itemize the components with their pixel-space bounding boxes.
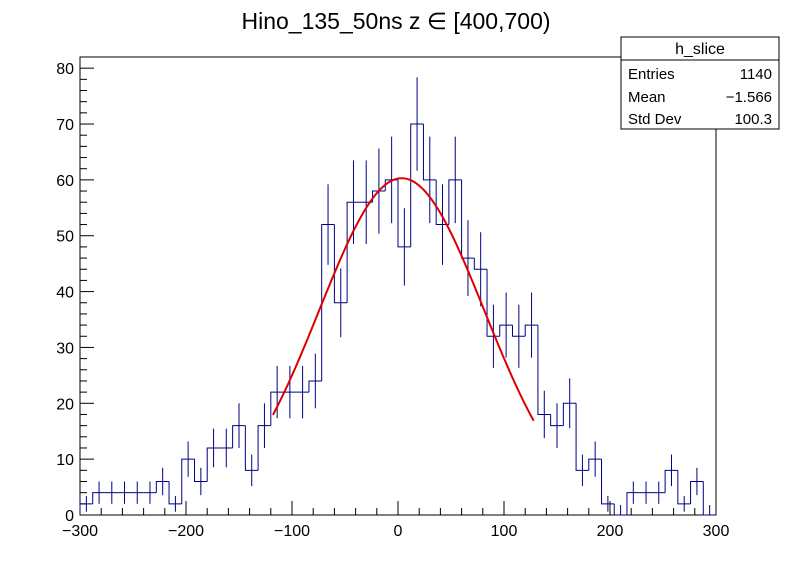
stats-box: h_slice Entries 1140 Mean −1.566 Std Dev… <box>620 36 780 130</box>
histogram-bin <box>257 425 271 471</box>
histogram-bin <box>270 391 284 426</box>
x-tick-label: 200 <box>597 523 624 540</box>
histogram-bin <box>435 179 449 226</box>
histogram-bin <box>346 201 360 303</box>
stats-stddev-value: 100.3 <box>734 111 772 128</box>
y-tick-label: 40 <box>56 285 74 302</box>
histogram-bin <box>193 459 208 482</box>
y-tick-label: 50 <box>56 229 74 246</box>
histogram-bin <box>308 380 322 393</box>
stats-mean-label: Mean <box>628 89 666 106</box>
histogram-bin <box>690 480 704 504</box>
x-axis: −300 −200 −100 0 100 200 300 <box>62 501 729 540</box>
stats-entries-value: 1140 <box>740 66 772 83</box>
error-bars <box>85 77 711 515</box>
histogram-bin <box>601 459 615 505</box>
stats-box-frame <box>620 36 780 130</box>
stats-entries-label: Entries <box>628 66 675 83</box>
y-tick-label: 0 <box>65 508 74 525</box>
x-tick-label: −300 <box>62 523 98 540</box>
histogram-bin <box>333 224 348 304</box>
histogram-bin <box>499 324 513 337</box>
histogram-bin <box>702 481 716 516</box>
histogram-bin <box>562 402 577 426</box>
histogram-bin <box>664 469 678 493</box>
histogram-bin <box>588 458 602 471</box>
x-tick-label: −200 <box>168 523 204 540</box>
histogram-bin <box>79 503 93 515</box>
x-tick-label: 100 <box>491 523 518 540</box>
histogram-bin <box>524 324 538 337</box>
histogram-bins <box>79 123 716 516</box>
histogram-bin <box>511 325 526 337</box>
histogram-bin <box>448 179 462 225</box>
histogram-bin <box>168 481 182 505</box>
histogram-bin <box>92 492 106 504</box>
y-tick-label: 70 <box>56 117 74 134</box>
x-tick-label: 0 <box>394 523 403 540</box>
histogram-bin <box>155 480 170 493</box>
histogram-bin <box>422 124 437 181</box>
y-tick-label: 10 <box>56 452 74 469</box>
y-axis: 0 10 20 30 40 50 60 70 80 <box>56 56 94 525</box>
histogram-bin <box>537 325 551 415</box>
x-tick-label: −100 <box>274 523 310 540</box>
stats-box-title: h_slice <box>675 41 725 58</box>
x-tick-label: 300 <box>703 523 730 540</box>
histogram-bin <box>181 458 195 504</box>
stats-mean-value: −1.566 <box>726 89 772 106</box>
histogram-bin <box>410 123 424 247</box>
y-tick-label: 80 <box>56 61 74 78</box>
histogram-bin <box>677 470 691 505</box>
y-tick-label: 60 <box>56 173 74 190</box>
histogram-bin <box>550 414 564 427</box>
histogram-bin <box>626 492 640 515</box>
histogram-bin <box>575 403 589 471</box>
histogram-bin <box>232 425 246 448</box>
histogram-bin <box>206 447 220 482</box>
histogram-bin <box>321 224 335 381</box>
chart-title: Hino_135_50ns z ∈ [400,700) <box>241 8 550 34</box>
y-tick-label: 20 <box>56 396 74 413</box>
y-tick-label: 30 <box>56 340 74 357</box>
histogram-bin <box>473 258 488 270</box>
histogram-bin <box>397 179 411 248</box>
stats-stddev-label: Std Dev <box>628 111 682 128</box>
histogram-bin <box>244 425 259 471</box>
histogram-bin <box>613 503 627 516</box>
gaussian-fit-curve <box>272 177 535 422</box>
